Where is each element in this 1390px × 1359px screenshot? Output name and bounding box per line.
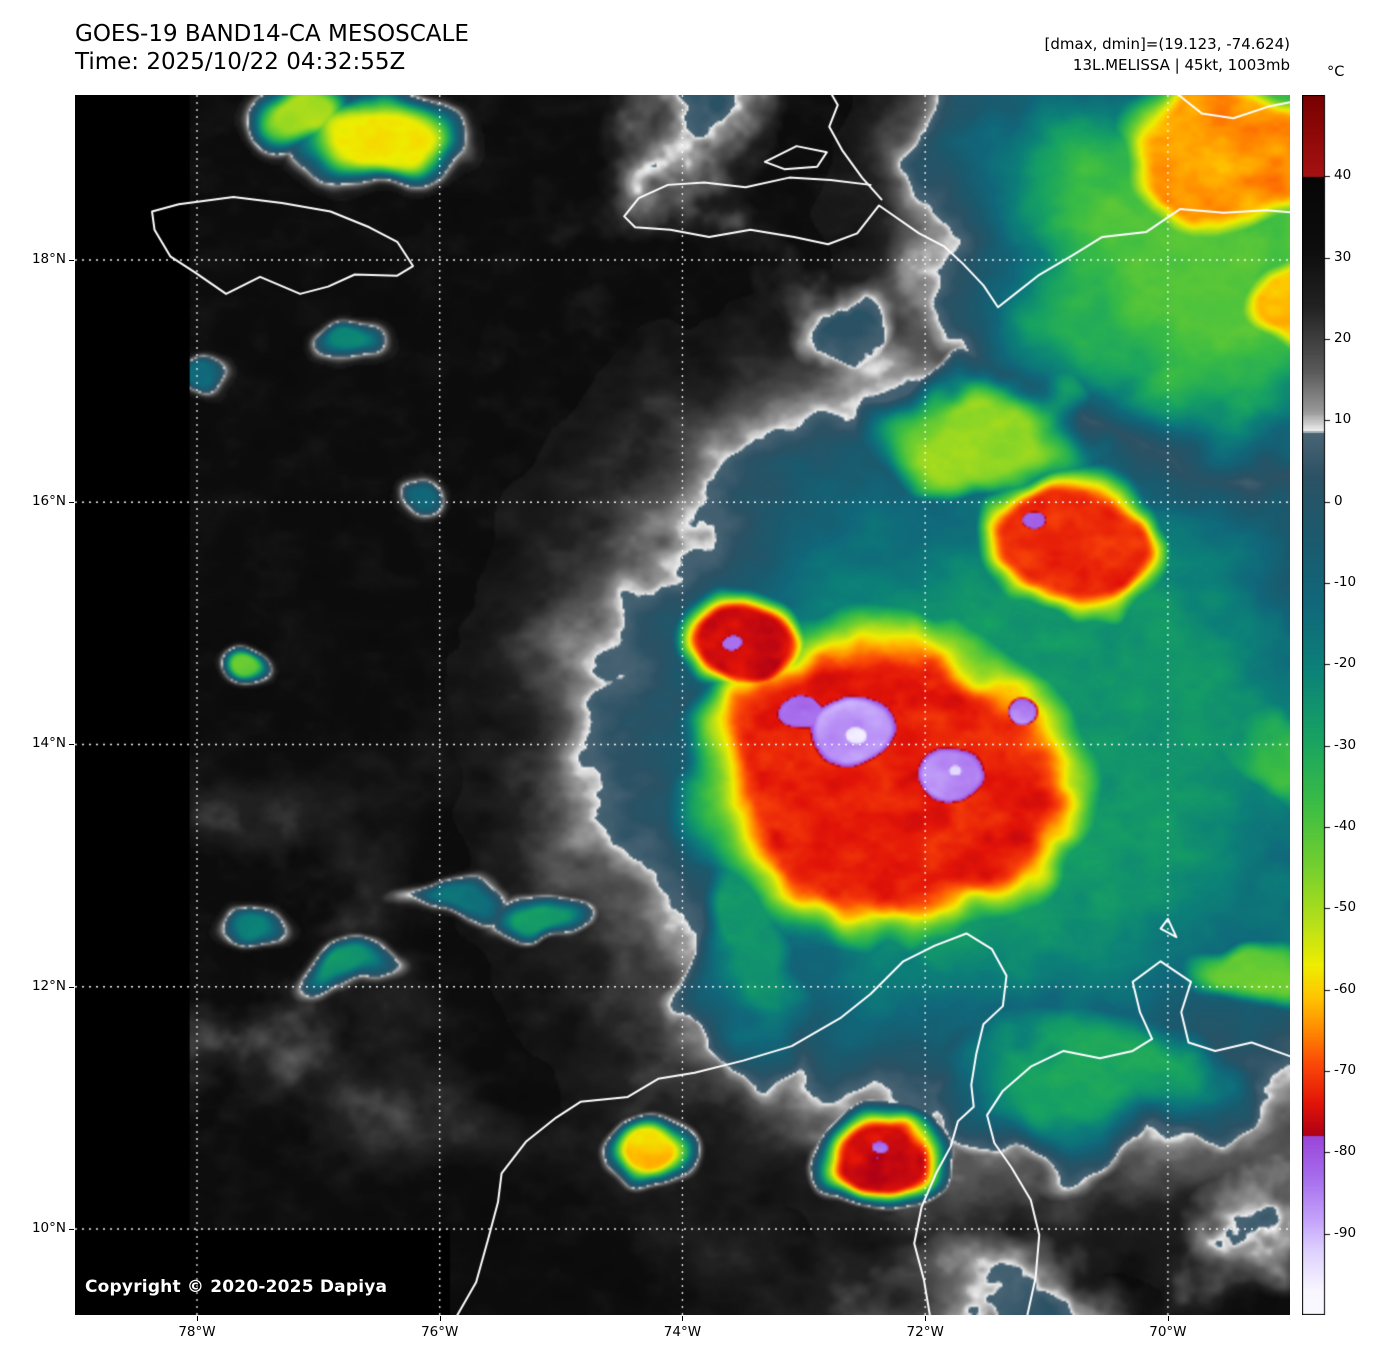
lon-tick-label: 70°W bbox=[1149, 1324, 1187, 1340]
lat-tick-mark bbox=[69, 986, 74, 988]
lon-tick-mark bbox=[925, 1316, 927, 1321]
colorbar-tick-label: 20 bbox=[1334, 330, 1352, 346]
colorbar-tick-label: 10 bbox=[1334, 411, 1352, 428]
colorbar-tick-label: 30 bbox=[1334, 248, 1352, 265]
figure-title: GOES-19 BAND14-CA MESOSCALE bbox=[75, 21, 469, 47]
lat-tick-mark bbox=[69, 502, 74, 504]
lat-tick-label: 12°N bbox=[31, 977, 66, 994]
lon-tick-label: 72°W bbox=[906, 1324, 944, 1340]
colorbar-tick-label: -10 bbox=[1334, 574, 1357, 590]
copyright-watermark: Copyright © 2020-2025 Dapiya bbox=[85, 1277, 388, 1297]
lon-tick-mark bbox=[682, 1316, 684, 1321]
lat-tick-label: 14°N bbox=[31, 735, 66, 752]
colorbar-tick-label: -20 bbox=[1334, 655, 1357, 672]
lon-tick-mark bbox=[1167, 1316, 1169, 1321]
lat-tick-mark bbox=[69, 1228, 74, 1230]
dmax-dmin-readout: [dmax, dmin]=(19.123, -74.624) bbox=[1044, 35, 1290, 53]
meta-block: [dmax, dmin]=(19.123, -74.624) 13L.MELIS… bbox=[1045, 34, 1290, 76]
colorbar-tick-label: 0 bbox=[1334, 492, 1343, 509]
lat-tick-label: 16°N bbox=[31, 493, 66, 510]
colorbar-unit-label: °C bbox=[1327, 64, 1345, 80]
map-area: Copyright © 2020-2025 Dapiya bbox=[75, 95, 1290, 1315]
colorbar-tick-label: -60 bbox=[1334, 980, 1357, 997]
colorbar-tick-label: -80 bbox=[1334, 1143, 1357, 1160]
lat-tick-mark bbox=[69, 259, 74, 261]
colorbar-tick-label: 40 bbox=[1334, 167, 1352, 184]
colorbar-tick-label: -30 bbox=[1334, 736, 1357, 753]
satellite-ir-map-canvas bbox=[75, 95, 1290, 1315]
lon-tick-mark bbox=[439, 1316, 441, 1321]
colorbar-canvas bbox=[1302, 95, 1338, 1315]
colorbar-tick-label: -50 bbox=[1334, 899, 1357, 916]
colorbar-tick-label: -70 bbox=[1334, 1062, 1357, 1078]
title-block: GOES-19 BAND14-CA MESOSCALE Time: 2025/1… bbox=[75, 20, 469, 76]
lon-tick-mark bbox=[196, 1316, 198, 1321]
colorbar-tick-label: -90 bbox=[1334, 1224, 1357, 1241]
lat-tick-label: 18°N bbox=[31, 250, 66, 267]
colorbar-tick-label: -40 bbox=[1334, 818, 1357, 834]
lat-tick-mark bbox=[69, 744, 74, 746]
lat-tick-label: 10°N bbox=[31, 1219, 66, 1236]
storm-info: 13L.MELISSA | 45kt, 1003mb bbox=[1072, 56, 1290, 74]
lon-tick-label: 78°W bbox=[178, 1324, 216, 1340]
lon-tick-label: 76°W bbox=[421, 1324, 459, 1340]
lon-tick-label: 74°W bbox=[663, 1324, 702, 1340]
figure-timestamp: Time: 2025/10/22 04:32:55Z bbox=[75, 49, 406, 75]
